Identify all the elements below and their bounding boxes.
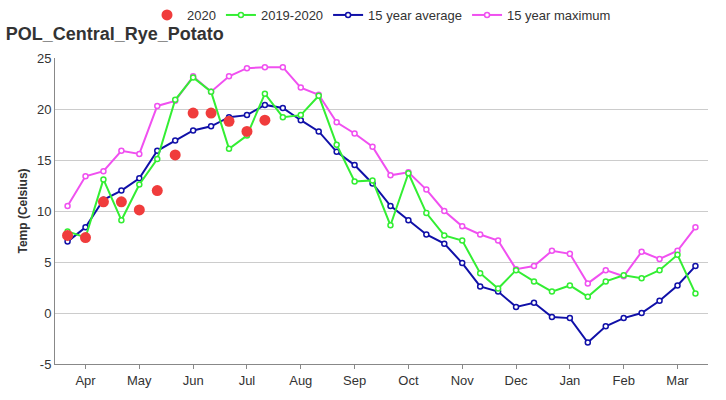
svg-text:POL_Central_Rye_Potato: POL_Central_Rye_Potato	[6, 24, 224, 44]
svg-text:Sep: Sep	[343, 373, 366, 388]
svg-text:May: May	[127, 373, 152, 388]
svg-text:2020: 2020	[187, 8, 216, 23]
svg-text:15: 15	[37, 153, 51, 168]
svg-text:Dec: Dec	[504, 373, 528, 388]
svg-text:25: 25	[37, 51, 51, 66]
svg-text:15 year maximum: 15 year maximum	[507, 8, 610, 23]
svg-text:5: 5	[44, 255, 51, 270]
svg-text:-5: -5	[40, 357, 52, 372]
svg-text:10: 10	[37, 204, 51, 219]
svg-text:Oct: Oct	[398, 373, 419, 388]
svg-text:Jun: Jun	[183, 373, 204, 388]
svg-text:20: 20	[37, 102, 51, 117]
svg-text:Mar: Mar	[666, 373, 689, 388]
svg-text:Jan: Jan	[559, 373, 580, 388]
svg-text:Jul: Jul	[239, 373, 256, 388]
svg-text:0: 0	[44, 306, 51, 321]
svg-text:Temp (Celsius): Temp (Celsius)	[16, 168, 30, 253]
svg-text:2019-2020: 2019-2020	[261, 8, 323, 23]
svg-text:Apr: Apr	[75, 373, 96, 388]
svg-text:15 year average: 15 year average	[368, 8, 462, 23]
svg-text:Feb: Feb	[612, 373, 634, 388]
svg-text:Aug: Aug	[289, 373, 312, 388]
svg-text:Nov: Nov	[451, 373, 475, 388]
